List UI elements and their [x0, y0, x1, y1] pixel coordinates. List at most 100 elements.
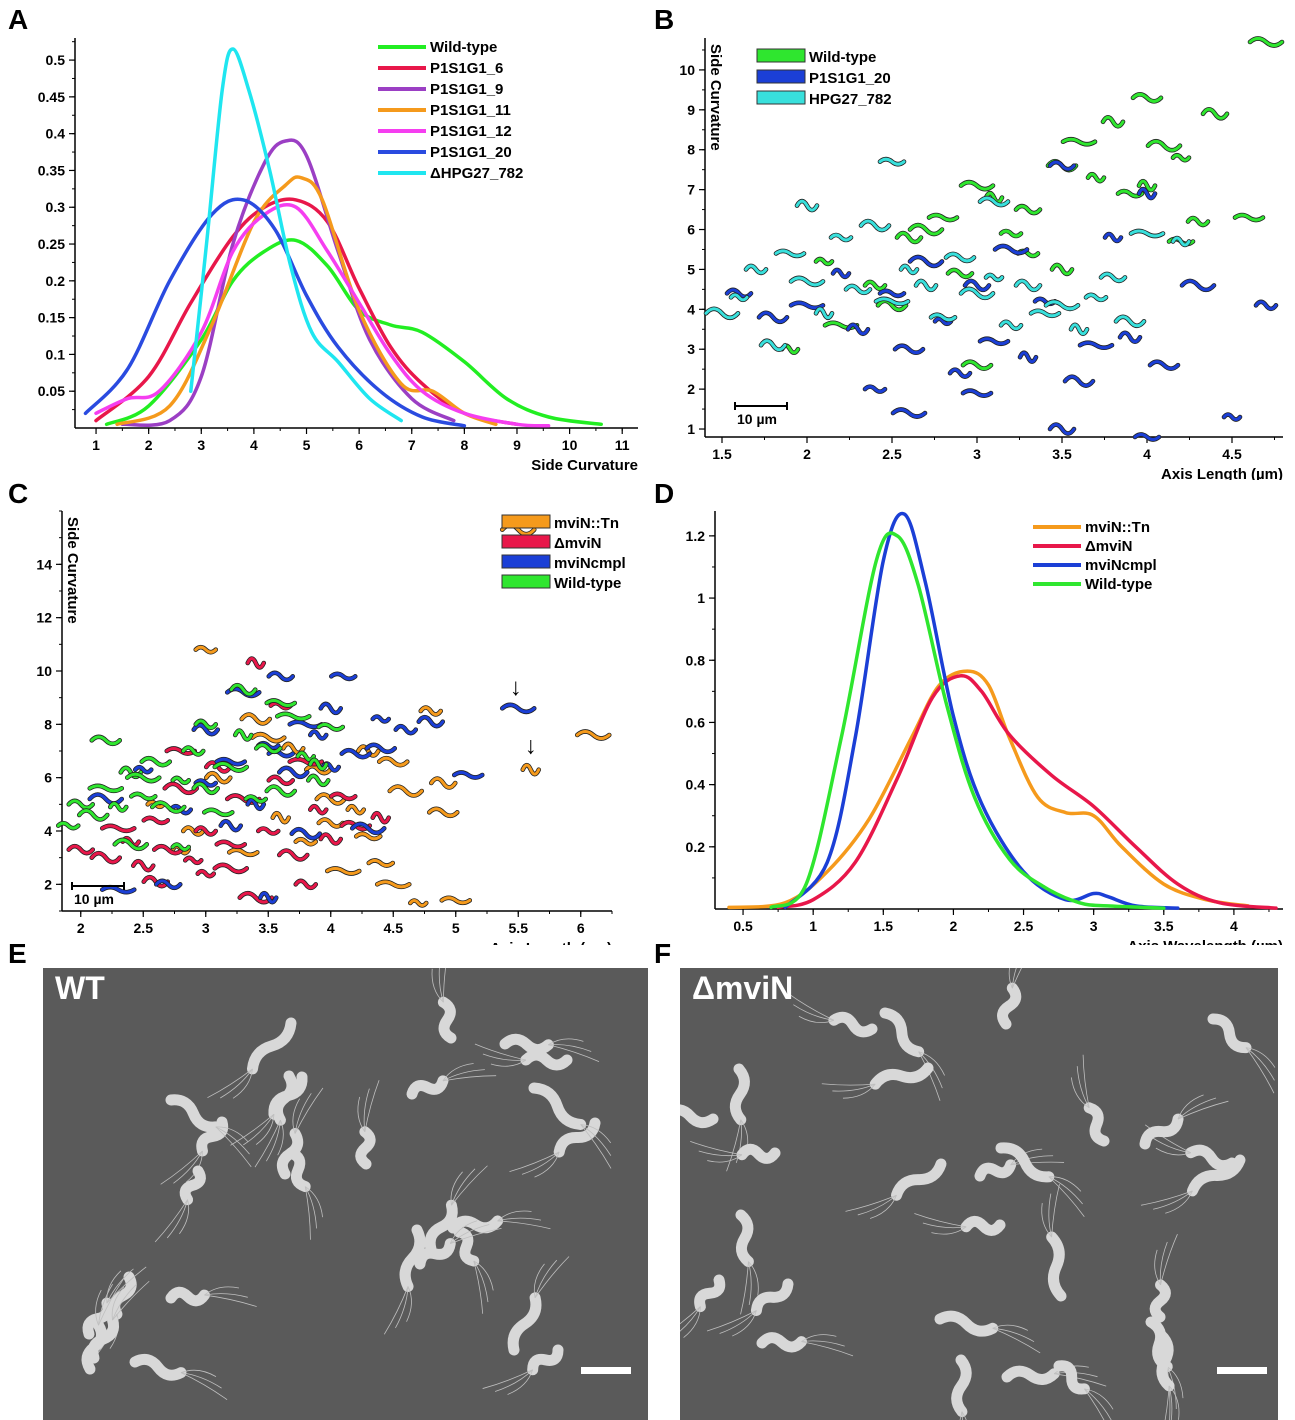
- flagellum: [255, 1114, 275, 1145]
- data-point: [829, 233, 853, 242]
- flagellum: [726, 1119, 742, 1172]
- flagellum: [180, 1372, 222, 1389]
- flagellum: [1245, 1047, 1276, 1068]
- flagellum: [497, 1210, 532, 1222]
- data-point: [999, 229, 1023, 238]
- flagellum: [1168, 1385, 1173, 1420]
- data-point: [1222, 413, 1242, 422]
- x-tick-label: 3.5: [1052, 446, 1072, 462]
- x-tick-label: 4: [327, 920, 335, 936]
- panel-letter-c: C: [8, 478, 29, 509]
- data-point: [294, 837, 318, 846]
- data-point: [294, 879, 318, 890]
- bacterium: [1144, 1124, 1238, 1172]
- x-tick-label: 4.5: [1222, 446, 1242, 462]
- flagellum: [450, 1224, 490, 1244]
- data-point: [859, 219, 891, 232]
- flagellum: [801, 1340, 845, 1347]
- data-point: [914, 279, 938, 292]
- flagellum: [1165, 1190, 1193, 1214]
- legend-label: ΔmviN: [554, 535, 601, 552]
- y-tick-label: 0.35: [38, 162, 65, 178]
- bacterium-body: [869, 1062, 934, 1090]
- x-tick-label: 0.5: [733, 918, 753, 934]
- legend-label: mviN::Tn: [554, 515, 619, 532]
- data-point: [846, 323, 870, 336]
- flagellum: [1166, 1366, 1184, 1399]
- data-point: [440, 896, 472, 905]
- flagellum: [112, 1283, 138, 1321]
- bacterium-body: [437, 996, 457, 1044]
- data-point: [831, 268, 851, 279]
- x-axis-label: Side Curvature: [531, 457, 638, 470]
- y-tick-label: 2: [687, 381, 695, 397]
- data-point: [899, 264, 919, 275]
- flagellum: [821, 1083, 876, 1086]
- flagellum: [442, 968, 449, 1003]
- chart-d-density: 0.5 1 1.5 2 2.5 3 3.5 4 0.2 0.4 0.6 0.8 1 1.2 Axis Wav…: [686, 511, 1283, 945]
- data-point: [1078, 341, 1114, 350]
- flagellum: [832, 1083, 876, 1092]
- flagellum: [215, 1126, 249, 1142]
- bacterium: [507, 1256, 570, 1356]
- flagellum: [160, 1150, 203, 1185]
- data-point: [267, 775, 295, 786]
- bacterium: [934, 1310, 1041, 1354]
- flagellum: [690, 1141, 743, 1156]
- data-point: [238, 891, 274, 904]
- y-tick-label: 0.05: [38, 383, 65, 399]
- data-point: [878, 157, 906, 166]
- data-point: [1137, 179, 1157, 192]
- bacterium: [431, 968, 457, 1044]
- y-tick-label: 0.2: [46, 273, 66, 289]
- data-point: [963, 279, 991, 292]
- data-point: [789, 276, 825, 287]
- data-point: [67, 799, 95, 810]
- y-tick-label: 4: [44, 823, 52, 839]
- bacterium: [997, 968, 1038, 1030]
- data-point: [90, 851, 122, 864]
- data-point: [1171, 153, 1191, 162]
- data-point: [895, 231, 923, 244]
- flagellum: [265, 1120, 281, 1162]
- flagellum: [204, 1293, 248, 1298]
- flagellum: [747, 1261, 752, 1306]
- flagellum: [106, 1270, 122, 1304]
- flagellum: [842, 1083, 876, 1099]
- flagellum: [1245, 1047, 1275, 1094]
- data-point: [993, 244, 1029, 255]
- flagellum: [992, 1327, 1035, 1343]
- flagellum: [533, 1263, 545, 1298]
- data-point: [944, 252, 976, 263]
- data-point: [125, 772, 161, 783]
- y-tick-label: 1.2: [686, 528, 706, 544]
- data-point: [1180, 279, 1216, 292]
- y-tick-label: 8: [44, 716, 52, 732]
- flagellum: [706, 1310, 757, 1332]
- x-tick-label: 2.5: [134, 920, 154, 936]
- data-point: [308, 804, 328, 815]
- data-point: [271, 811, 291, 824]
- flagellum: [451, 1168, 476, 1206]
- flagellum: [1048, 1176, 1083, 1205]
- legend-label: Wild-type: [430, 39, 497, 56]
- flagellum: [363, 1088, 370, 1132]
- flagellum: [1166, 1366, 1171, 1420]
- flagellum: [580, 1124, 612, 1144]
- flagellum: [431, 968, 444, 1003]
- data-point: [521, 763, 541, 776]
- x-tick-label: 1: [92, 437, 100, 453]
- bacterium-body: [735, 1209, 754, 1268]
- data-point: [1018, 351, 1038, 364]
- bacterium-body: [934, 1310, 999, 1337]
- bacterium: [1041, 1184, 1067, 1302]
- data-point: [277, 849, 309, 861]
- data-point: [452, 771, 484, 779]
- data-point: [154, 879, 182, 890]
- bacterium-body: [196, 1116, 229, 1157]
- data-point: [56, 821, 80, 830]
- bacterium-body: [974, 1159, 1017, 1182]
- data-point: [256, 827, 280, 835]
- data-point: [229, 683, 257, 696]
- flagellum: [230, 1113, 275, 1146]
